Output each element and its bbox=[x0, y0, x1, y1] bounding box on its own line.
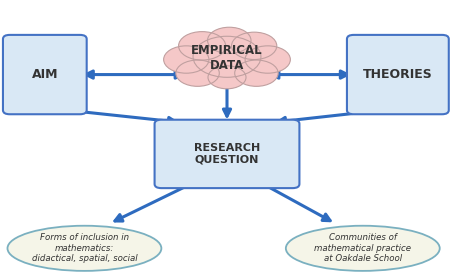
FancyBboxPatch shape bbox=[154, 120, 300, 188]
Circle shape bbox=[176, 60, 219, 86]
Circle shape bbox=[193, 36, 261, 77]
FancyBboxPatch shape bbox=[3, 35, 87, 114]
Circle shape bbox=[235, 60, 278, 86]
Text: EMPIRICAL
DATA: EMPIRICAL DATA bbox=[191, 44, 263, 72]
Ellipse shape bbox=[7, 226, 161, 271]
Circle shape bbox=[208, 66, 246, 89]
Circle shape bbox=[245, 46, 291, 73]
Text: AIM: AIM bbox=[32, 68, 58, 81]
Circle shape bbox=[163, 46, 209, 73]
Circle shape bbox=[232, 32, 277, 59]
FancyBboxPatch shape bbox=[347, 35, 449, 114]
Circle shape bbox=[207, 27, 251, 54]
Text: THEORIES: THEORIES bbox=[363, 68, 433, 81]
Text: RESEARCH
QUESTION: RESEARCH QUESTION bbox=[194, 143, 260, 165]
Ellipse shape bbox=[286, 226, 440, 271]
Circle shape bbox=[178, 32, 226, 60]
Text: Communities of
mathematical practice
at Oakdale School: Communities of mathematical practice at … bbox=[314, 233, 411, 263]
Text: Forms of inclusion in
mathematics:
didactical, spatial, social: Forms of inclusion in mathematics: didac… bbox=[32, 233, 137, 263]
